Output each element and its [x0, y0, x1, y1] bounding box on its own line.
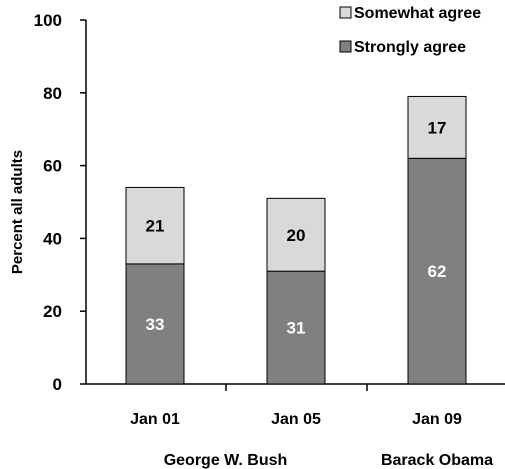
bar-segment-strongly-agree [266, 270, 326, 385]
legend-swatch [339, 6, 352, 19]
group-label: Barack Obama [381, 452, 493, 469]
y-axis-title: Percent all adults [9, 150, 26, 274]
data-label: 62 [428, 262, 447, 281]
x-tick-label: Jan 05 [271, 411, 321, 428]
y-tick-label: 20 [43, 302, 62, 321]
group-label: George W. Bush [164, 452, 288, 469]
bar-segment-somewhat-agree [266, 197, 326, 272]
data-label: 17 [428, 118, 447, 137]
data-label: 33 [146, 315, 165, 334]
y-tick-label: 80 [43, 84, 62, 103]
bar-segment-somewhat-agree [125, 186, 185, 265]
bar-segment-somewhat-agree [407, 95, 467, 159]
legend-label: Strongly agree [354, 39, 466, 56]
bar-segment-strongly-agree [125, 263, 185, 385]
x-tick-label: Jan 01 [130, 411, 180, 428]
y-tick-label: 100 [34, 11, 62, 30]
bar-segment-strongly-agree [407, 157, 467, 385]
legend-label: Somewhat agree [354, 5, 481, 22]
data-label: 21 [146, 217, 165, 236]
x-axis-labels: Jan 01 Jan 05 Jan 09 George W. Bush Barack O… [130, 411, 493, 469]
data-label: 31 [287, 319, 306, 338]
legend: Somewhat agree Strongly agree [339, 5, 481, 56]
y-tick-label: 60 [43, 157, 62, 176]
bars: 33 21 31 20 62 17 [125, 95, 467, 385]
x-tick-label: Jan 09 [412, 411, 462, 428]
legend-swatch [339, 40, 352, 53]
data-label: 20 [287, 226, 306, 245]
y-tick-label: 40 [43, 229, 62, 248]
y-tick-label: 0 [53, 375, 62, 394]
